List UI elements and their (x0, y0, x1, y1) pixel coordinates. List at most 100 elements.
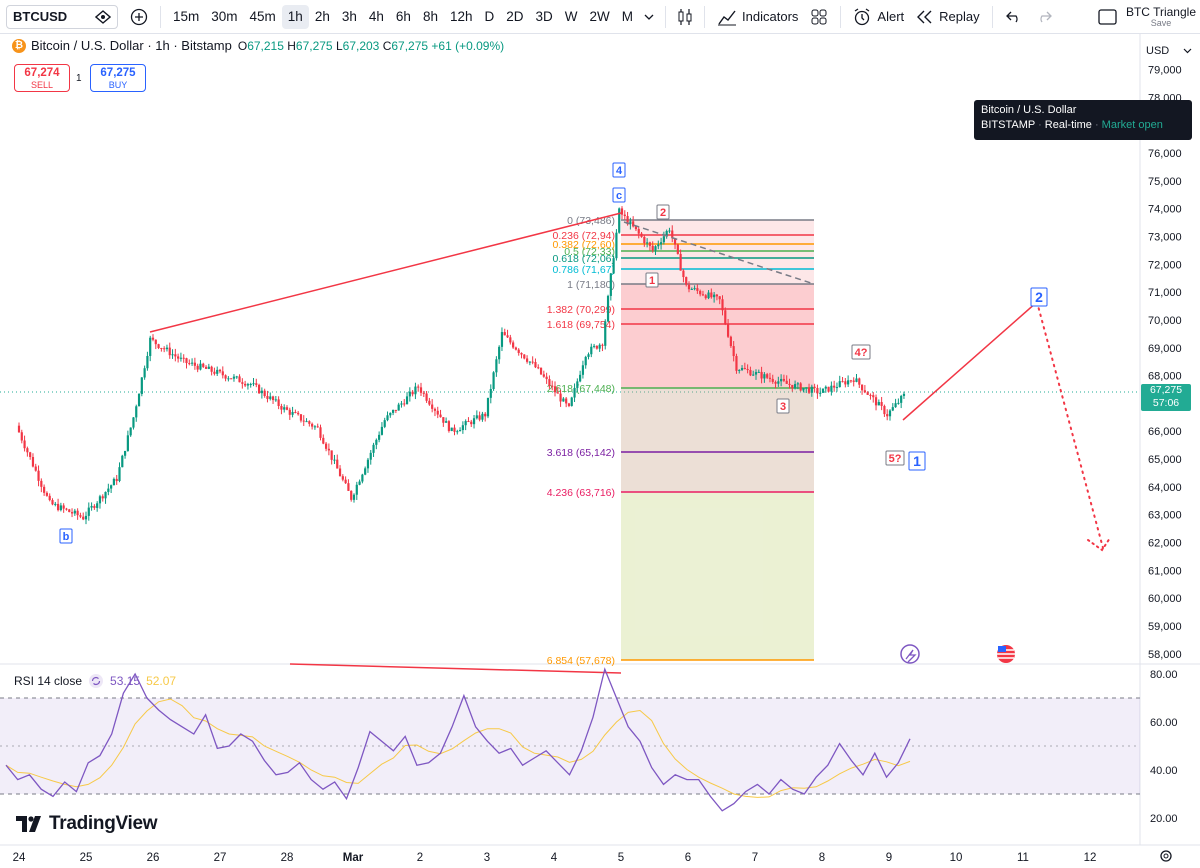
candle (456, 429, 459, 435)
rsi-ma-value: 52.07 (146, 674, 177, 688)
dashed-trend-line[interactable] (623, 221, 815, 285)
tradingview-logo[interactable]: TradingView (16, 813, 158, 835)
wave-label-4q[interactable]: 4? (851, 344, 871, 360)
candle (766, 372, 769, 380)
candle (394, 409, 397, 414)
interval-3h[interactable]: 3h (341, 9, 357, 24)
wave-label-1[interactable]: 1 (908, 451, 926, 471)
wave-label-5q[interactable]: 5? (885, 450, 905, 466)
interval-2D[interactable]: 2D (506, 9, 524, 24)
rsi-value: 53.15 (110, 674, 141, 688)
buy-price: 67,275 (100, 67, 136, 79)
interval-dropdown-icon[interactable] (639, 0, 659, 33)
compare-add-icon[interactable] (124, 0, 154, 33)
sync-icon[interactable] (88, 673, 104, 689)
interval-45m[interactable]: 45m (249, 9, 276, 24)
buy-button[interactable]: 67,275 BUY (90, 64, 146, 92)
svg-text:5?: 5? (889, 453, 902, 465)
interval-4h[interactable]: 4h (368, 9, 384, 24)
redo-icon[interactable] (1029, 0, 1059, 33)
candle-style-icon[interactable] (672, 0, 698, 33)
candle (224, 374, 227, 382)
wave-label-1[interactable]: 1 (645, 272, 659, 288)
settings-gear-icon[interactable] (1160, 850, 1172, 862)
indicators-button[interactable]: Indicators (711, 0, 804, 33)
rsi-pane[interactable]: 80.00 60.00 40.00 20.00 (0, 663, 1178, 825)
candle (202, 362, 205, 369)
alert-button[interactable]: Alert (847, 0, 910, 33)
interval-2W[interactable]: 2W (589, 9, 610, 24)
interval-8h[interactable]: 8h (422, 9, 438, 24)
undo-icon[interactable] (999, 0, 1029, 33)
symbol-tooltip: Bitcoin / U.S. Dollar BITSTAMP · Real-ti… (974, 100, 1192, 140)
candle (891, 403, 894, 412)
interval-D[interactable]: D (484, 9, 495, 24)
rsi-divergence-line[interactable] (289, 663, 622, 674)
time-axis[interactable]: 24 25 26 27 28 Mar 2 3 4 5 6 7 8 9 10 11 12 (13, 852, 1097, 864)
interval-M[interactable]: M (621, 9, 634, 24)
templates-icon[interactable] (804, 0, 834, 33)
wave-label-4[interactable]: 4 (612, 162, 626, 178)
candle (506, 329, 509, 338)
interval-W[interactable]: W (564, 9, 578, 24)
candle (665, 229, 668, 239)
candle (849, 379, 853, 383)
symbol-search[interactable]: BTCUSD (6, 4, 118, 29)
interval-1h[interactable]: 1h (281, 4, 309, 29)
symbol-legend[interactable]: ₿ Bitcoin / U.S. Dollar · 1h · Bitstamp … (12, 38, 504, 53)
currency-select[interactable]: USD (1142, 41, 1196, 61)
candle (735, 353, 738, 374)
candle (682, 268, 685, 283)
candle (65, 507, 68, 511)
candle (659, 237, 663, 250)
candle (143, 365, 146, 380)
fib-level-label: 2.618 (67,448) (547, 383, 615, 395)
interval-2h[interactable]: 2h (314, 9, 330, 24)
candle (888, 409, 892, 421)
currency-label: USD (1146, 45, 1170, 57)
wave-label-2[interactable]: 2 (1030, 287, 1048, 307)
candle (96, 501, 99, 512)
wave-label-3[interactable]: 3 (776, 398, 790, 414)
watchlist-icon[interactable] (95, 9, 111, 24)
price-tick-label: 69,000 (1148, 343, 1182, 355)
candle (824, 385, 827, 393)
wave-label-b[interactable]: b (59, 528, 73, 544)
candle (595, 345, 598, 350)
price-tick-label: 73,000 (1148, 232, 1182, 244)
sell-button[interactable]: 67,274 SELL (14, 64, 70, 92)
candle (886, 409, 889, 421)
wave-label-c[interactable]: c (612, 187, 626, 203)
candle (199, 360, 202, 371)
interval-12h[interactable]: 12h (449, 9, 473, 24)
price-tick-label: 61,000 (1148, 565, 1182, 577)
wave-label-2[interactable]: 2 (656, 204, 670, 220)
interval-30m[interactable]: 30m (211, 9, 238, 24)
price-axis[interactable]: 79,00078,00077,00076,00075,00074,00073,0… (1148, 65, 1182, 661)
candle (467, 417, 470, 423)
candle (177, 353, 180, 363)
candle (740, 365, 744, 372)
candle (137, 393, 141, 407)
candle (98, 494, 102, 509)
candle (732, 341, 735, 362)
layout-switcher[interactable]: BTC Triangle Save (1098, 0, 1196, 33)
interval-15m[interactable]: 15m (173, 9, 200, 24)
rsi-legend[interactable]: RSI 14 close 53.15 52.07 (14, 673, 176, 689)
candle (355, 481, 358, 500)
price-tick-label: 76,000 (1148, 148, 1182, 160)
save-label[interactable]: Save (1150, 17, 1172, 28)
wave-labels[interactable]: b 4 c 2 1 3 4? 5? 1 2 (59, 162, 1048, 544)
economic-events-icon[interactable] (900, 644, 920, 664)
candlestick-series[interactable] (17, 206, 906, 525)
price-pane[interactable] (0, 34, 1140, 664)
us-flag-event-icon[interactable] (997, 645, 1015, 663)
wave-trend-line[interactable] (149, 212, 622, 333)
projection-wave2-line[interactable] (902, 301, 1038, 421)
candle (160, 347, 163, 352)
interval-6h[interactable]: 6h (395, 9, 411, 24)
fib-level-label: 1.618 (69,754) (547, 319, 615, 331)
interval-3D[interactable]: 3D (535, 9, 553, 24)
replay-button[interactable]: Replay (910, 0, 985, 33)
